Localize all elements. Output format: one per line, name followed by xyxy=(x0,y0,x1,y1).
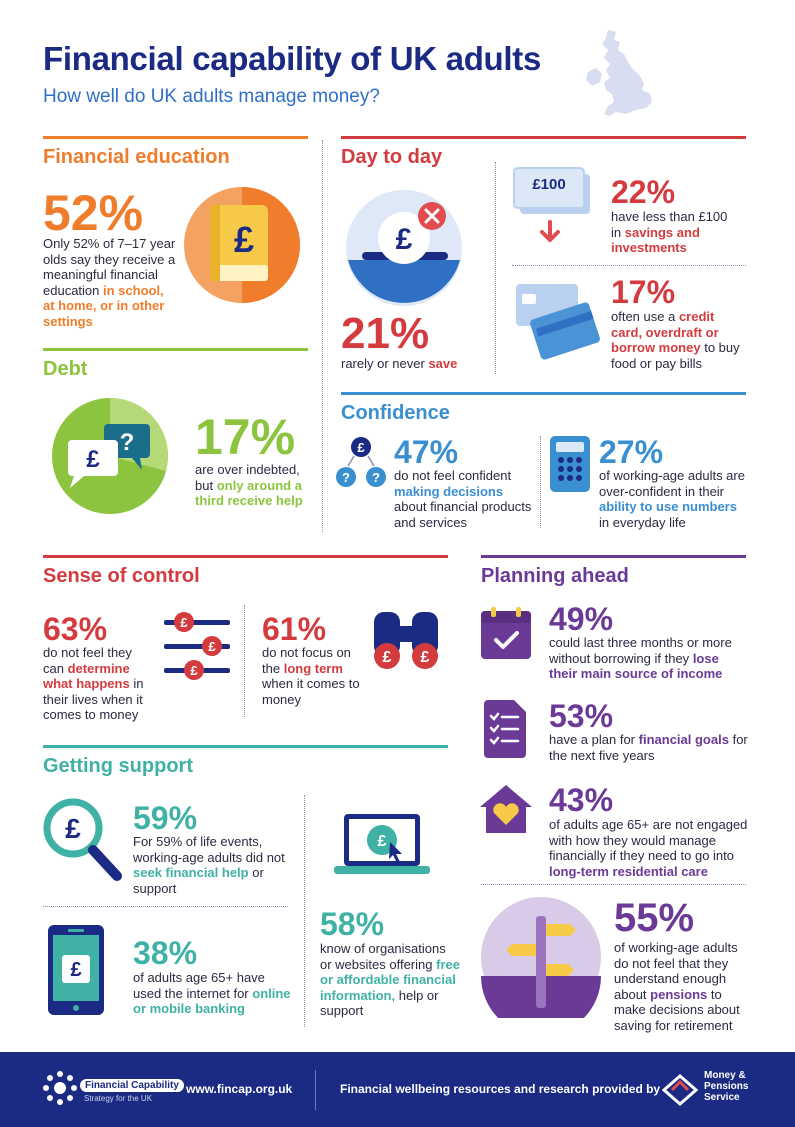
svg-text:?: ? xyxy=(120,429,135,456)
svg-text:£: £ xyxy=(190,663,198,678)
svg-text:£: £ xyxy=(86,446,100,473)
confidence-rule xyxy=(341,392,746,395)
sense-of-control-heading: Sense of control xyxy=(43,565,200,587)
confidence-divider xyxy=(540,436,541,528)
footer-credit: Financial wellbeing resources and resear… xyxy=(340,1082,661,1096)
planning-row-divider xyxy=(481,884,746,885)
svg-text:£: £ xyxy=(70,959,81,981)
logo-tagline: Strategy for the UK xyxy=(84,1094,153,1103)
confidence-text-2: of working-age adults are over-confident… xyxy=(599,468,745,530)
financial-education-rule xyxy=(43,136,308,139)
svg-text:£: £ xyxy=(208,639,216,654)
getting-support-heading: Getting support xyxy=(43,755,193,777)
footer: Financial Capability Strategy for the UK… xyxy=(0,1052,795,1127)
savings-text: have less than £100 in savings and inves… xyxy=(611,209,728,255)
getting-support-rule xyxy=(43,745,448,748)
planning-text-3: of adults age 65+ are not engaged with h… xyxy=(549,817,748,879)
rarely-save-text: rarely or never save xyxy=(341,356,458,371)
page-subtitle: How well do UK adults manage money? xyxy=(43,86,380,107)
support-text-1: For 59% of life events, working-age adul… xyxy=(133,834,285,896)
rarely-save-stat: 21% xyxy=(341,309,430,358)
savings-stat: 22% xyxy=(611,174,676,210)
financial-education-heading: Financial education xyxy=(43,146,230,168)
support-stat-2: 38% xyxy=(133,935,198,971)
planning-text-1: could last three months or more without … xyxy=(549,635,732,681)
maps-logo-icon xyxy=(662,1074,698,1106)
magnifier-pound-icon: £ xyxy=(43,798,123,884)
financial-education-text: Only 52% of 7–17 year olds say they rece… xyxy=(43,236,176,329)
planning-stat-4: 55% xyxy=(614,896,695,940)
laptop-badge-icon: £ xyxy=(334,812,430,878)
planning-stat-3: 43% xyxy=(549,782,614,818)
house-heart-icon xyxy=(478,783,534,835)
support-text-3: know of organisations or websites offeri… xyxy=(320,941,460,1018)
calendar-check-icon xyxy=(481,607,531,659)
svg-text:£: £ xyxy=(180,615,188,630)
confidence-stat-2: 27% xyxy=(599,434,664,470)
svg-text:£: £ xyxy=(383,649,392,666)
calculator-icon xyxy=(550,436,590,492)
planning-stat-1: 49% xyxy=(549,601,614,637)
support-row-divider xyxy=(43,906,288,907)
piggy-bank-pound-icon: £ xyxy=(344,188,468,308)
credit-stat: 17% xyxy=(611,274,676,310)
financial-education-stat: 52% xyxy=(43,185,144,241)
confidence-text-1: do not feel confident making decisions a… xyxy=(394,468,532,530)
binoculars-pound-icon: £ £ xyxy=(370,610,442,674)
partner-name: Money & Pensions Service xyxy=(704,1070,749,1103)
column-divider xyxy=(322,140,323,532)
planning-stat-2: 53% xyxy=(549,698,614,734)
banknote-label: £100 xyxy=(532,176,566,193)
financial-capability-logo-icon xyxy=(40,1068,80,1108)
credit-text: often use a credit card, overdraft or bo… xyxy=(611,309,740,371)
signpost-icon xyxy=(480,896,602,1018)
planning-ahead-heading: Planning ahead xyxy=(481,565,629,587)
confidence-stat-1: 47% xyxy=(394,434,459,470)
control-text-2: do not focus on the long term when it co… xyxy=(262,645,360,707)
support-text-2: of adults age 65+ have used the internet… xyxy=(133,970,291,1016)
uk-map-icon xyxy=(580,28,660,120)
debt-rule xyxy=(43,348,308,351)
day-to-day-heading: Day to day xyxy=(341,146,443,168)
day-to-day-row-divider xyxy=(512,265,746,266)
debt-stat: 17% xyxy=(195,409,296,465)
control-divider xyxy=(244,605,245,717)
planning-ahead-rule xyxy=(481,555,746,558)
confidence-heading: Confidence xyxy=(341,402,450,424)
svg-text:£: £ xyxy=(65,813,81,844)
fincap-link[interactable]: www.fincap.org.uk xyxy=(186,1082,293,1096)
svg-text:?: ? xyxy=(372,470,380,485)
day-to-day-rule xyxy=(341,136,746,139)
svg-text:£: £ xyxy=(378,833,387,850)
planning-text-4: of working-age adults do not feel that t… xyxy=(614,940,740,1033)
sense-of-control-rule xyxy=(43,555,448,558)
svg-text:£: £ xyxy=(357,440,365,455)
checklist-icon xyxy=(484,700,526,758)
footer-divider xyxy=(315,1070,316,1110)
control-text-1: do not feel they can determine what happ… xyxy=(43,645,144,722)
svg-text:£: £ xyxy=(396,223,413,256)
mobile-phone-pound-icon: £ xyxy=(48,925,104,1015)
support-stat-3: 58% xyxy=(320,906,385,942)
support-divider xyxy=(304,795,305,1027)
page-title: Financial capability of UK adults xyxy=(43,40,542,77)
svg-text:£: £ xyxy=(421,649,430,666)
support-stat-1: 59% xyxy=(133,800,198,836)
banknote-down-icon xyxy=(512,166,594,246)
svg-text:?: ? xyxy=(342,470,350,485)
book-pound-icon: £ xyxy=(182,185,302,305)
credit-cards-icon xyxy=(514,280,600,372)
debt-pie-icon: ? £ xyxy=(50,396,170,516)
debt-heading: Debt xyxy=(43,358,88,380)
control-stat-1: 63% xyxy=(43,611,108,647)
debt-text: are over indebted, but only around a thi… xyxy=(195,462,303,508)
day-to-day-divider xyxy=(495,162,496,374)
control-stat-2: 61% xyxy=(262,611,327,647)
svg-text:£: £ xyxy=(234,219,254,260)
slider-coins-icon: £ £ £ xyxy=(162,610,232,682)
planning-text-2: have a plan for financial goals for the … xyxy=(549,732,748,763)
pound-questions-icon: £ ? ? xyxy=(334,436,388,490)
logo-name: Financial Capability xyxy=(80,1079,184,1092)
